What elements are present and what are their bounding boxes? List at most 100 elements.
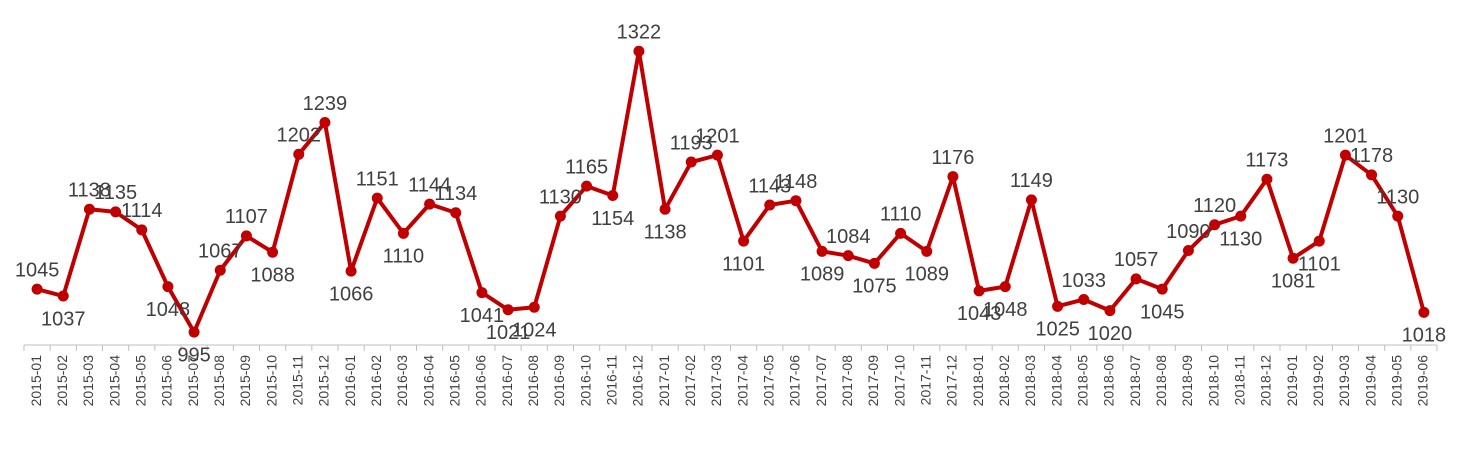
line xyxy=(36,49,1426,335)
x-tick-label: 2019-02 xyxy=(1310,355,1326,407)
marker xyxy=(947,171,959,183)
data-label: 1041 xyxy=(460,305,505,327)
marker xyxy=(738,235,750,247)
data-label: 995 xyxy=(177,344,210,366)
x-tick-label: 2018-09 xyxy=(1179,355,1195,407)
data-label: 1088 xyxy=(250,265,295,287)
x-tick-label: 2016-08 xyxy=(525,355,541,407)
x-tick-label: 2016-09 xyxy=(551,355,567,407)
x-tick-label: 2015-04 xyxy=(106,355,122,407)
x-tick-label: 2018-08 xyxy=(1153,355,1169,407)
data-label: 1173 xyxy=(1245,149,1288,171)
data-label: 1037 xyxy=(41,308,86,330)
data-label: 1130 xyxy=(1219,228,1262,250)
data-label: 1148 xyxy=(774,171,817,193)
data-label: 1151 xyxy=(356,168,399,190)
marker xyxy=(371,192,383,204)
marker xyxy=(476,287,488,299)
marker xyxy=(842,250,854,262)
x-tick-label: 2018-05 xyxy=(1074,355,1090,407)
x-tick-label: 2018-01 xyxy=(970,355,986,407)
marker xyxy=(868,257,880,269)
marker xyxy=(424,198,436,210)
marker xyxy=(162,281,174,293)
x-tick-label: 2018-06 xyxy=(1101,355,1117,407)
marker xyxy=(267,246,279,258)
marker xyxy=(554,210,566,222)
x-tick-label: 2019-05 xyxy=(1388,355,1404,407)
data-label: 1018 xyxy=(1402,325,1447,347)
marker xyxy=(790,195,802,207)
marker xyxy=(1130,273,1142,285)
x-tick-label: 2017-02 xyxy=(682,355,698,407)
marker xyxy=(1287,252,1299,264)
marker xyxy=(450,207,462,219)
x-tick-label: 2018-10 xyxy=(1205,355,1221,407)
marker xyxy=(764,199,776,211)
marker xyxy=(528,301,540,313)
data-label: 1045 xyxy=(1140,301,1185,323)
marker xyxy=(136,224,148,236)
data-label: 1021 xyxy=(486,322,531,344)
x-tick-label: 2016-01 xyxy=(342,355,358,407)
x-tick-label: 2017-09 xyxy=(865,355,881,407)
marker xyxy=(1078,293,1090,305)
x-tick-label: 2015-03 xyxy=(80,355,96,407)
marker xyxy=(921,245,933,257)
marker xyxy=(345,265,357,277)
x-tick-label: 2019-03 xyxy=(1336,355,1352,407)
marker xyxy=(293,148,305,160)
marker xyxy=(1209,219,1221,231)
x-tick-label: 2019-04 xyxy=(1362,355,1378,407)
data-label: 1101 xyxy=(1298,253,1341,275)
x-tick-label: 2015-05 xyxy=(132,355,148,407)
marker xyxy=(973,285,985,297)
marker xyxy=(502,304,514,316)
data-label: 1135 xyxy=(94,182,137,204)
marker xyxy=(816,245,828,257)
data-label: 1144 xyxy=(408,174,451,196)
data-label: 1048 xyxy=(983,299,1028,321)
data-label: 1143 xyxy=(748,175,791,197)
x-tick-label: 2015-02 xyxy=(54,355,70,407)
marker xyxy=(83,203,95,215)
x-tick-label: 2016-06 xyxy=(473,355,489,407)
data-label: 1067 xyxy=(198,241,243,263)
data-label: 1110 xyxy=(880,204,922,226)
data-label: 1154 xyxy=(591,208,634,230)
marker xyxy=(1156,283,1168,295)
data-label: 1114 xyxy=(121,200,163,222)
data-label: 1101 xyxy=(722,253,765,275)
data-label: 1045 xyxy=(15,259,60,281)
x-tick-label: 2017-03 xyxy=(708,355,724,407)
x-tick-label: 2016-11 xyxy=(603,355,619,406)
marker xyxy=(659,203,671,215)
marker xyxy=(1104,305,1116,317)
marker xyxy=(1025,194,1037,206)
data-label: 1138 xyxy=(644,222,687,244)
data-label: 1193 xyxy=(670,132,713,154)
data-label: 1075 xyxy=(852,276,897,298)
data-label: 1081 xyxy=(1271,271,1316,293)
data-label: 1089 xyxy=(905,264,950,286)
data-label: 1057 xyxy=(1114,249,1159,271)
x-tick-label: 2017-10 xyxy=(891,355,907,407)
data-label: 1110 xyxy=(383,246,425,268)
data-label: 1130 xyxy=(539,186,582,208)
marker xyxy=(319,117,331,129)
marker xyxy=(1261,173,1273,185)
x-tick-label: 2015-06 xyxy=(159,355,175,407)
data-label: 1066 xyxy=(329,283,374,305)
marker xyxy=(685,156,697,168)
data-label: 1149 xyxy=(1010,170,1053,192)
marker xyxy=(581,180,593,192)
x-tick-label: 2017-04 xyxy=(734,355,750,407)
x-tick-label: 2016-07 xyxy=(499,355,515,407)
x-tick-label: 2018-07 xyxy=(1127,355,1143,407)
x-tick-label: 2015-11 xyxy=(289,355,305,406)
data-label: 1201 xyxy=(1323,125,1368,147)
x-tick-label: 2017-08 xyxy=(839,355,855,407)
x-tick-label: 2018-12 xyxy=(1258,355,1274,407)
marker xyxy=(607,190,619,202)
